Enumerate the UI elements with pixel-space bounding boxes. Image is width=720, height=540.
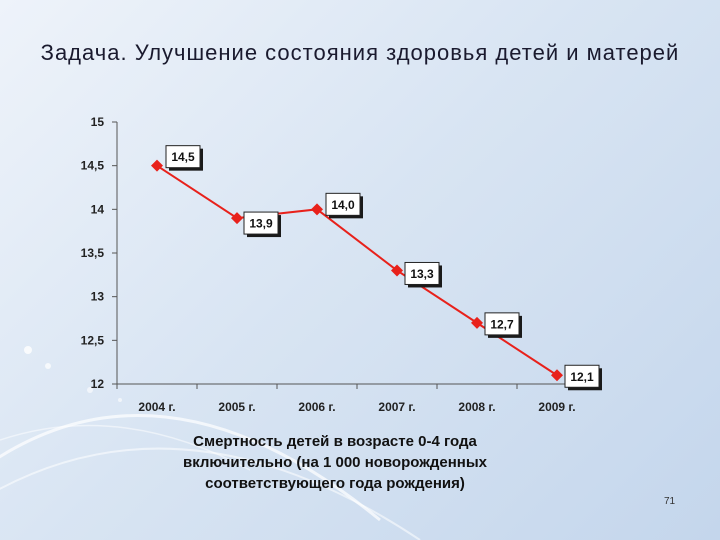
x-tick-label: 2004 г.	[138, 400, 175, 414]
slide-title: Задача. Улучшение состояния здоровья дет…	[40, 40, 680, 65]
x-tick-label: 2006 г.	[298, 400, 335, 414]
x-tick-label: 2008 г.	[458, 400, 495, 414]
x-tick-label: 2005 г.	[218, 400, 255, 414]
data-label-box	[404, 261, 440, 285]
x-tick-label: 2007 г.	[378, 400, 415, 414]
slide-number: 71	[664, 496, 676, 507]
data-point	[231, 212, 243, 225]
y-tick-label: 12	[91, 377, 105, 391]
data-label-box	[243, 211, 279, 235]
data-label: 14,5	[171, 150, 195, 164]
data-label: 12,1	[570, 370, 594, 384]
data-point	[471, 316, 483, 329]
y-tick-label: 15	[91, 115, 105, 129]
x-tick-label: 2009 г.	[538, 400, 575, 414]
y-tick-label: 13,5	[81, 246, 105, 260]
data-label: 13,9	[249, 217, 273, 231]
data-point	[551, 369, 563, 382]
data-label: 12,7	[490, 317, 514, 331]
y-tick-label: 12,5	[81, 333, 105, 347]
y-tick-label: 13	[91, 290, 105, 304]
y-tick-label: 14	[91, 202, 105, 216]
data-label-box	[484, 312, 520, 336]
data-label-box	[564, 364, 600, 388]
data-label-box	[325, 192, 361, 216]
data-label: 13,3	[410, 267, 434, 281]
data-point	[311, 203, 323, 216]
y-tick-label: 14,5	[81, 159, 105, 173]
data-point	[151, 159, 163, 172]
data-label-box	[165, 145, 201, 169]
data-point	[391, 264, 403, 277]
data-label: 14,0	[331, 198, 355, 212]
chart-caption: Смертность детей в возрасте 0-4 года вкл…	[182, 433, 487, 492]
